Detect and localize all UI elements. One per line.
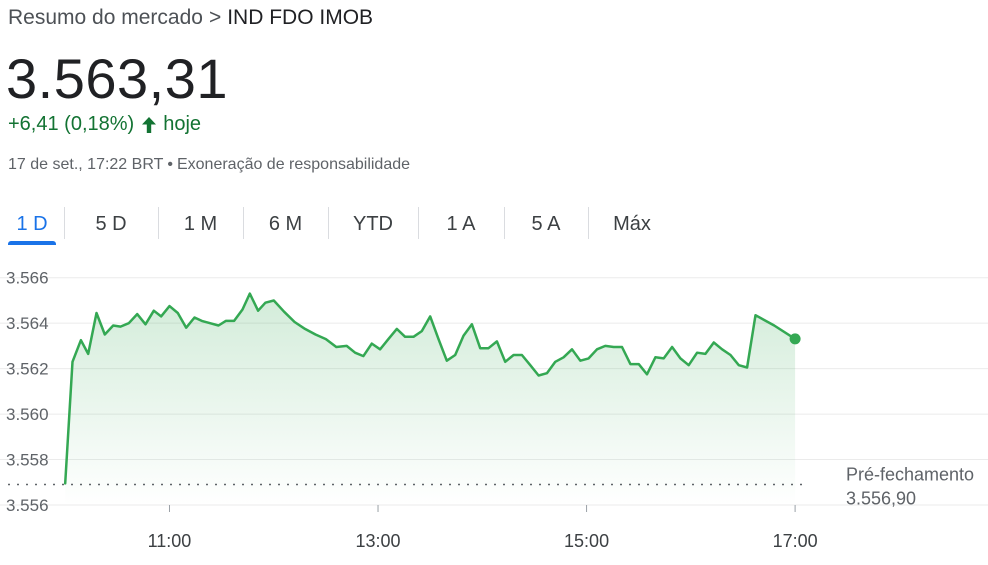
price-change-period: hoje [163, 113, 202, 135]
breadcrumb: Resumo do mercado > IND FDO IMOB [8, 6, 373, 30]
quote-timestamp: 17 de set., 17:22 BRT [8, 156, 164, 173]
tab-1d[interactable]: 1 D [0, 203, 64, 245]
current-price: 3.563,31 [6, 47, 228, 110]
meta-separator: • [167, 156, 173, 173]
price-change-value: +6,41 (0,18%) [8, 113, 135, 135]
disclaimer-link[interactable]: Exoneração de responsabilidade [176, 156, 411, 173]
arrow-up-icon [141, 116, 157, 134]
y-tick-label: 3.560 [6, 405, 49, 424]
tab-label: 6 M [268, 212, 303, 235]
breadcrumb-current: IND FDO IMOB [227, 6, 374, 29]
tab-label: 1 A [446, 212, 476, 235]
series-line [63, 292, 797, 485]
breadcrumb-parent-link[interactable]: Resumo do mercado [8, 6, 203, 29]
tab-5a[interactable]: 5 A [504, 203, 588, 245]
tab-label: 1 D [16, 212, 48, 235]
tab-label: Máx [613, 212, 651, 235]
previous-close-value: 3.556,90 [846, 489, 916, 509]
series-area [65, 293, 796, 505]
tab-6m[interactable]: 6 M [243, 203, 328, 245]
tab-1a[interactable]: 1 A [418, 203, 504, 245]
tab-label: 5 D [95, 212, 127, 235]
y-tick-label: 3.556 [6, 496, 49, 515]
y-tick-label: 3.558 [6, 451, 49, 470]
tab-max[interactable]: Máx [588, 203, 676, 245]
price-chart[interactable]: 3.556 3.558 3.560 3.562 3.564 3.566 11:00 13:00… [0, 255, 988, 565]
y-tick-label: 3.566 [6, 269, 49, 288]
tab-label: 5 A [531, 212, 561, 235]
quote-meta: 17 de set., 17:22 BRT • Exoneração de resp… [8, 156, 410, 174]
tab-1m[interactable]: 1 M [158, 203, 243, 245]
tab-label: YTD [353, 212, 393, 235]
last-point-marker [789, 333, 801, 345]
tab-label: 1 M [183, 212, 218, 235]
previous-close-label: Pré-fechamento [846, 465, 974, 485]
breadcrumb-separator: > [208, 6, 222, 29]
x-tick-label: 13:00 [355, 531, 400, 551]
timeframe-tabs: 1 D 5 D 1 M 6 M YTD 1 A 5 A Máx [0, 203, 676, 245]
x-tick-label: 11:00 [148, 531, 192, 551]
y-tick-label: 3.562 [6, 360, 49, 379]
x-tick-label: 17:00 [773, 531, 818, 551]
tab-5d[interactable]: 5 D [64, 203, 158, 245]
y-tick-label: 3.564 [6, 314, 49, 333]
price-change: +6,41 (0,18%) hoje [8, 113, 201, 136]
tab-ytd[interactable]: YTD [328, 203, 418, 245]
x-tick-label: 15:00 [564, 531, 609, 551]
